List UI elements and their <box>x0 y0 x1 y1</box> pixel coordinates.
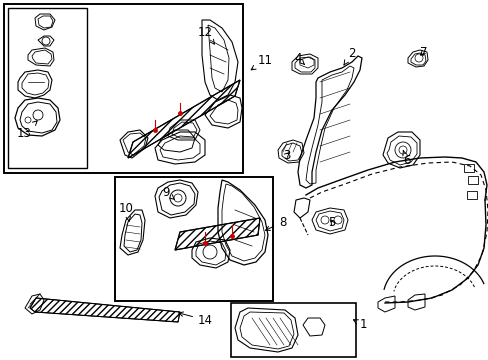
Text: 8: 8 <box>265 216 286 230</box>
Bar <box>4 4 243 173</box>
Text: 13: 13 <box>17 121 37 140</box>
Polygon shape <box>30 298 180 322</box>
Text: 9: 9 <box>162 185 174 199</box>
Bar <box>8 8 87 168</box>
Bar <box>115 177 272 301</box>
Text: 12: 12 <box>198 26 214 44</box>
Text: 3: 3 <box>283 149 290 162</box>
Text: 7: 7 <box>419 45 427 59</box>
Text: 6: 6 <box>402 150 409 166</box>
Bar <box>230 303 355 357</box>
Text: 14: 14 <box>179 312 213 327</box>
Polygon shape <box>175 218 260 250</box>
Text: 11: 11 <box>251 54 272 70</box>
Text: 1: 1 <box>353 319 367 332</box>
Polygon shape <box>128 80 240 158</box>
Text: 2: 2 <box>343 46 355 65</box>
Text: 4: 4 <box>293 51 304 64</box>
Text: 5: 5 <box>327 216 335 229</box>
Text: 10: 10 <box>119 202 134 221</box>
